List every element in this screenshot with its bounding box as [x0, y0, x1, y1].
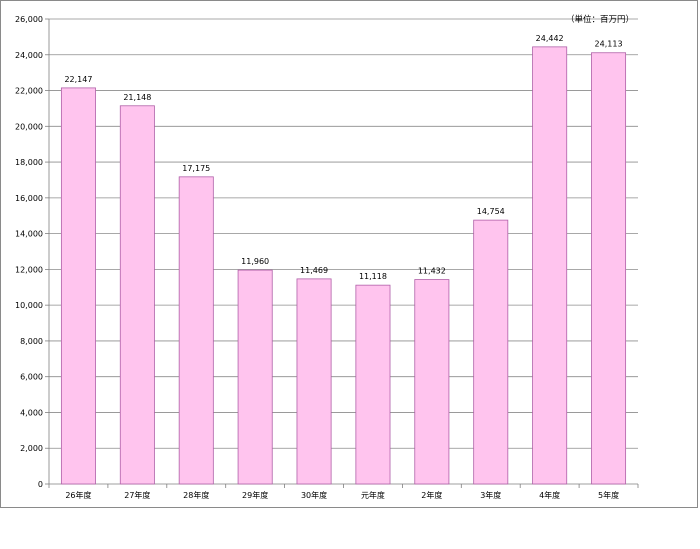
y-tick-label: 6,000 — [20, 373, 43, 382]
data-label: 11,432 — [418, 267, 446, 276]
y-tick-label: 18,000 — [15, 158, 43, 167]
x-tick-label: 3年度 — [480, 490, 501, 500]
bar — [178, 176, 214, 485]
data-label: 24,442 — [536, 34, 564, 43]
data-label: 11,960 — [241, 257, 269, 266]
bar — [119, 105, 155, 485]
chart-frame: 0 2,000 4,000 6,000 8,000 10,000 12,000 14,000 1… — [0, 0, 698, 508]
y-tick-label: 4,000 — [20, 408, 43, 417]
x-tick-label: 5年度 — [598, 490, 619, 500]
data-label: 11,469 — [300, 266, 328, 275]
y-tick-label: 14,000 — [15, 230, 43, 239]
bar — [473, 219, 509, 485]
x-tick-label: 29年度 — [242, 490, 268, 500]
bar — [60, 87, 96, 485]
unit-label: （単位：百万円） — [566, 14, 634, 25]
x-tick-label: 30年度 — [301, 490, 327, 500]
x-tick-label: 元年度 — [361, 490, 385, 500]
data-label: 21,148 — [123, 93, 151, 102]
data-label: 24,113 — [595, 40, 623, 49]
data-label: 22,147 — [64, 75, 92, 84]
data-label: 17,175 — [182, 164, 210, 173]
bar — [355, 284, 391, 485]
y-tick-label: 2,000 — [20, 444, 43, 453]
x-tick-label: 2年度 — [421, 490, 442, 500]
y-tick-label: 8,000 — [20, 337, 43, 346]
y-tick-label: 16,000 — [15, 194, 43, 203]
x-tick-label: 28年度 — [183, 490, 209, 500]
y-tick-label: 20,000 — [15, 122, 43, 131]
x-tick-label: 27年度 — [124, 490, 150, 500]
data-labels: 22,147 21,148 17,175 11,960 11,469 11,118 11,4… — [64, 34, 622, 281]
bars — [60, 46, 627, 485]
bar — [532, 46, 568, 485]
y-tick-label: 12,000 — [15, 265, 43, 274]
y-tick-label: 10,000 — [15, 301, 43, 310]
bar — [237, 269, 273, 485]
y-tick-label: 24,000 — [15, 51, 43, 60]
y-axis-tick-labels: 0 2,000 4,000 6,000 8,000 10,000 12,000 14,000 1… — [15, 15, 43, 489]
bar — [296, 278, 332, 485]
y-tick-label: 0 — [38, 480, 43, 489]
bar — [591, 52, 627, 485]
x-tick-label: 4年度 — [539, 490, 560, 500]
data-label: 14,754 — [477, 207, 505, 216]
data-label: 11,118 — [359, 272, 387, 281]
x-axis-tick-labels: 26年度 27年度 28年度 29年度 30年度 元年度 2年度 3年度 4年度 5年度 — [65, 490, 619, 500]
x-tick-label: 26年度 — [65, 490, 91, 500]
y-tick-label: 22,000 — [15, 87, 43, 96]
bar — [414, 279, 450, 485]
y-tick-label: 26,000 — [15, 15, 43, 24]
